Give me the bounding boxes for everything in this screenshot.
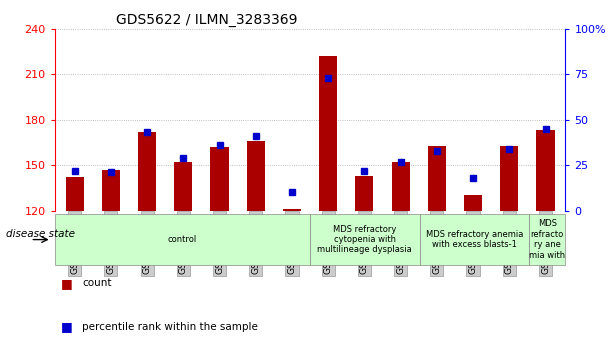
Bar xyxy=(55,214,310,265)
Text: disease state: disease state xyxy=(6,229,75,239)
Bar xyxy=(392,162,410,211)
Bar xyxy=(428,146,446,211)
Bar xyxy=(319,56,337,211)
Text: percentile rank within the sample: percentile rank within the sample xyxy=(82,322,258,332)
Bar xyxy=(310,214,420,265)
Text: GDS5622 / ILMN_3283369: GDS5622 / ILMN_3283369 xyxy=(116,13,297,26)
Bar xyxy=(66,177,84,211)
Bar xyxy=(536,130,554,211)
Bar xyxy=(247,141,265,211)
Bar xyxy=(500,146,519,211)
Text: control: control xyxy=(168,235,197,244)
Text: count: count xyxy=(82,278,112,288)
Bar xyxy=(464,195,482,211)
Bar xyxy=(174,162,192,211)
Text: ■: ■ xyxy=(61,320,72,333)
Bar xyxy=(529,214,565,265)
Bar xyxy=(283,209,301,211)
Text: MDS refractory anemia
with excess blasts-1: MDS refractory anemia with excess blasts… xyxy=(426,230,523,249)
Bar xyxy=(355,176,373,211)
Bar xyxy=(102,170,120,211)
Bar xyxy=(138,132,156,211)
Text: MDS refractory
cytopenia with
multilineage dysplasia: MDS refractory cytopenia with multilinea… xyxy=(317,225,412,254)
Text: ■: ■ xyxy=(61,277,72,290)
Bar xyxy=(420,214,529,265)
Bar xyxy=(210,147,229,211)
Text: MDS
refracto
ry ane
mia with: MDS refracto ry ane mia with xyxy=(529,220,565,260)
